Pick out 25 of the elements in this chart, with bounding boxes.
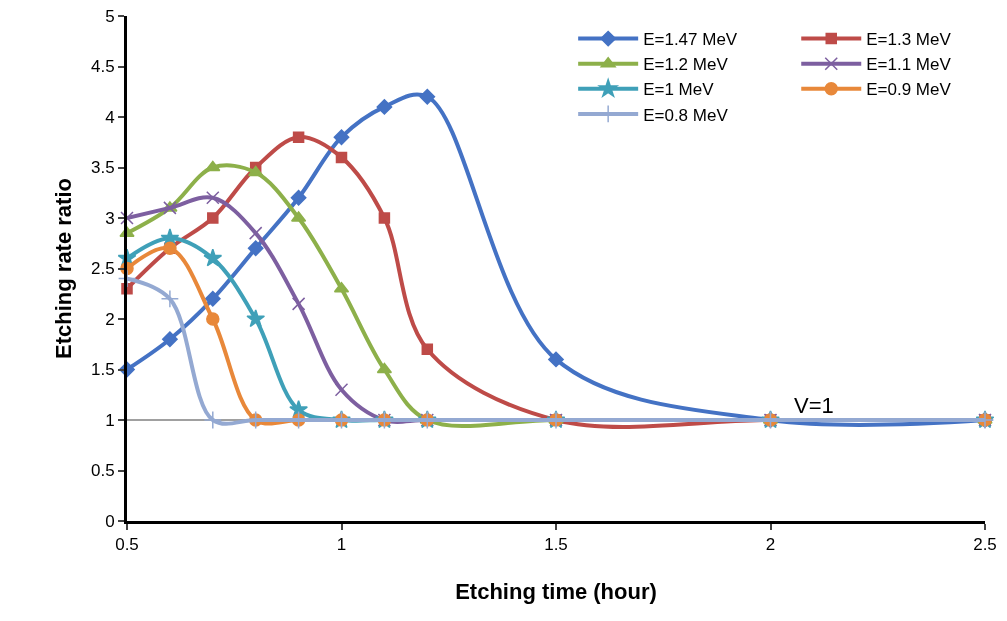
x-axis-title: Etching time (hour): [455, 579, 657, 604]
y-tick-label: 2.5: [90, 259, 115, 279]
legend-label: E=0.8 MeV: [643, 105, 729, 125]
ref-line-label: V=1: [794, 393, 834, 418]
y-tick-label: 2: [105, 309, 115, 329]
y-tick-label: 3.5: [90, 158, 115, 178]
y-tick-label: 0: [105, 511, 115, 531]
legend-label: E=0.9 MeV: [866, 80, 952, 100]
y-tick-label: 3: [105, 208, 115, 228]
y-tick-label: 5: [105, 6, 115, 26]
legend-label: E=1.2 MeV: [643, 55, 729, 75]
y-tick-label: 4: [105, 107, 115, 127]
y-tick-label: 1.5: [90, 360, 115, 380]
legend-label: E=1 MeV: [643, 80, 715, 100]
legend-label: E=1.3 MeV: [866, 30, 952, 50]
y-axis-title: Etching rate ratio: [51, 178, 76, 359]
x-tick-label: 1: [336, 535, 347, 555]
y-tick-label: 1: [105, 410, 115, 430]
x-tick-label: 2.5: [973, 535, 997, 555]
legend-label: E=1.1 MeV: [866, 55, 952, 75]
legend-label: E=1.47 MeV: [643, 30, 738, 50]
x-tick-label: 1.5: [544, 535, 568, 555]
y-tick-label: 4.5: [90, 57, 115, 77]
y-tick-label: 0.5: [90, 461, 115, 481]
x-tick-label: 2: [765, 535, 776, 555]
